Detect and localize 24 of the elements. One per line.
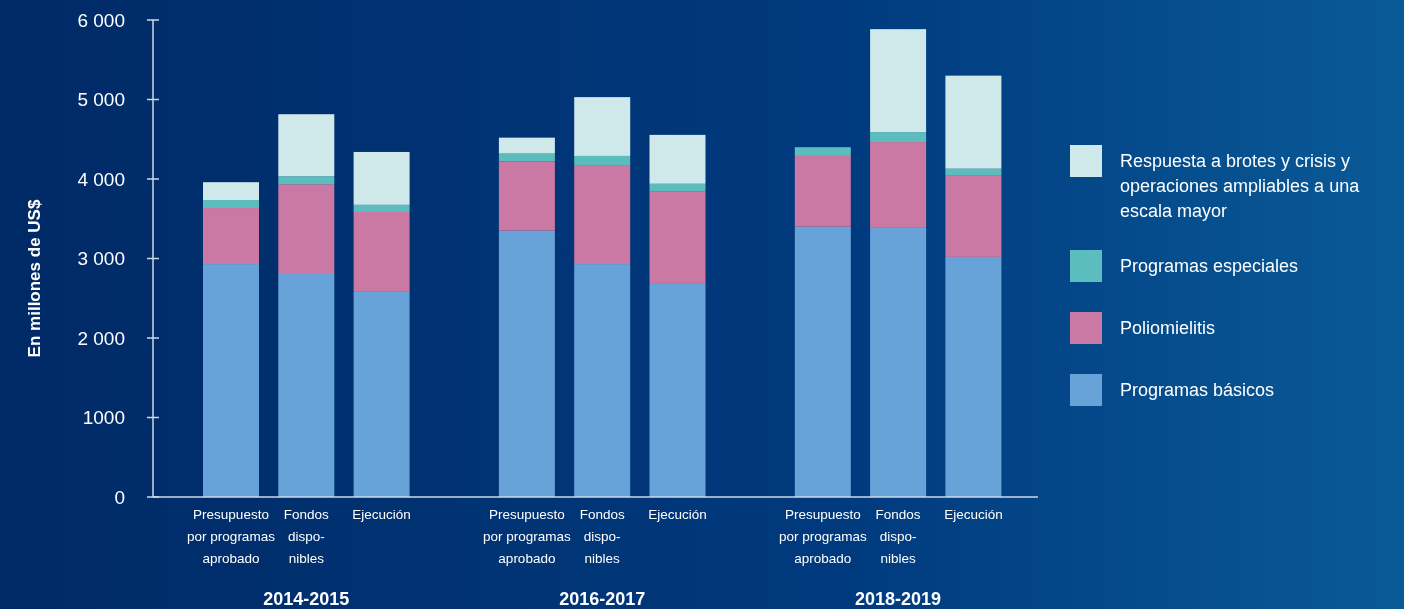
text: 2016-2017 bbox=[559, 589, 646, 609]
y-tick-label: 4 000 bbox=[77, 168, 125, 190]
y-tick-label: 6 000 bbox=[77, 9, 125, 31]
legend-label: Respuesta a brotes y crisis y operaciones ampliables a una escala mayor bbox=[1120, 151, 1361, 222]
x-tick-label: Presupuesto por programas aprobado bbox=[778, 507, 867, 566]
x-tick-label: Ejecución bbox=[944, 507, 1003, 522]
legend-label: Programas especiales bbox=[1120, 256, 1299, 277]
y-tick-label: 5 000 bbox=[77, 89, 125, 111]
y-tick-label: 0 bbox=[114, 486, 125, 508]
x-tick-label: Ejecución bbox=[352, 507, 411, 522]
x-tick-label: Fondos dispo- nibles bbox=[875, 507, 921, 566]
legend-label: Programas básicos bbox=[1120, 380, 1275, 401]
y-tick-label: 3 000 bbox=[77, 248, 125, 270]
x-tick-label: Fondos dispo- nibles bbox=[283, 507, 330, 566]
x-tick-label: Presupuesto por programas aprobado bbox=[187, 507, 276, 566]
x-tick-label: Ejecución bbox=[648, 507, 707, 522]
legend-label: Poliomielitis bbox=[1120, 318, 1216, 339]
y-tick-label: 1000 bbox=[82, 407, 125, 429]
x-tick-label: Presupuesto por programas aprobado bbox=[483, 507, 572, 566]
text: 2014-2015 bbox=[263, 589, 350, 609]
y-axis-title: En millones de US$ bbox=[25, 199, 44, 358]
text: 2018-2019 bbox=[855, 589, 942, 609]
y-tick-label: 2 000 bbox=[77, 327, 125, 349]
x-tick-label: Fondos dispo- nibles bbox=[579, 507, 625, 566]
